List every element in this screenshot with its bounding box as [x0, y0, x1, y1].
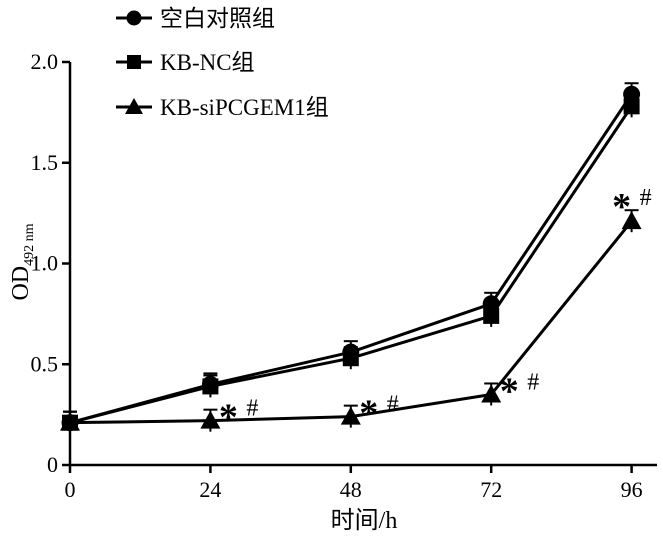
significance-star: *: [612, 186, 631, 228]
y-tick-label: 1.0: [31, 251, 59, 276]
y-tick-label: 0.5: [31, 351, 59, 376]
legend-square-marker: [127, 55, 141, 69]
x-tick-label: 0: [65, 477, 76, 502]
data-point-square: [342, 350, 359, 367]
x-tick-label: 48: [340, 477, 362, 502]
significance-hash: #: [640, 185, 652, 211]
significance-star: *: [219, 397, 238, 439]
data-point-triangle: [200, 410, 221, 429]
series-layer: [60, 82, 642, 434]
significance-star: *: [359, 393, 378, 435]
data-point-square: [483, 307, 500, 324]
legend-label: KB-siPCGEM1组: [160, 95, 329, 120]
legend-label: 空白对照组: [160, 6, 275, 31]
series-1: [62, 94, 640, 434]
data-point-square: [202, 378, 219, 395]
data-point-triangle: [621, 211, 642, 230]
y-axis-title-sub: 492 nm: [22, 223, 37, 266]
legend-item-blank-control: 空白对照组: [116, 6, 275, 31]
data-point-triangle: [481, 384, 502, 403]
y-tick-label: 2.0: [31, 49, 59, 74]
series-0: [61, 82, 641, 434]
legend-circle-marker: [126, 10, 142, 26]
x-tick-label: 24: [199, 477, 221, 502]
legend-item-kb-sipcgem1: KB-siPCGEM1组: [116, 95, 329, 120]
significance-hash: #: [246, 396, 258, 422]
data-point-triangle: [60, 412, 80, 431]
series-line: [69, 105, 633, 425]
x-tick-label: 96: [621, 477, 643, 502]
series-2: [60, 209, 642, 434]
y-ticks: 0 0.5 1.0 1.5 2.0: [31, 49, 70, 477]
y-axis-title: OD492 nm: [8, 223, 37, 300]
y-tick-label: 1.5: [31, 150, 59, 175]
data-point-square: [623, 98, 640, 115]
significance-hash: #: [387, 392, 399, 418]
y-axis-title-main: OD: [8, 266, 34, 301]
significance-star: *: [500, 370, 519, 412]
x-ticks: 0 24 48 72 96: [65, 465, 643, 502]
x-tick-label: 72: [480, 477, 502, 502]
legend-item-kb-nc: KB-NC组: [116, 50, 255, 75]
data-point-triangle: [340, 406, 361, 425]
series-line: [69, 93, 633, 425]
legend-triangle-marker: [125, 98, 143, 114]
series-line: [69, 220, 633, 425]
significance-hash: #: [527, 369, 539, 395]
legend: 空白对照组 KB-NC组 KB-siPCGEM1组: [116, 6, 329, 120]
y-tick-label: 0: [47, 452, 58, 477]
annotation-layer: * # * # * # * #: [219, 185, 652, 438]
legend-label: KB-NC组: [160, 50, 255, 75]
x-axis-title: 时间/h: [331, 507, 398, 534]
